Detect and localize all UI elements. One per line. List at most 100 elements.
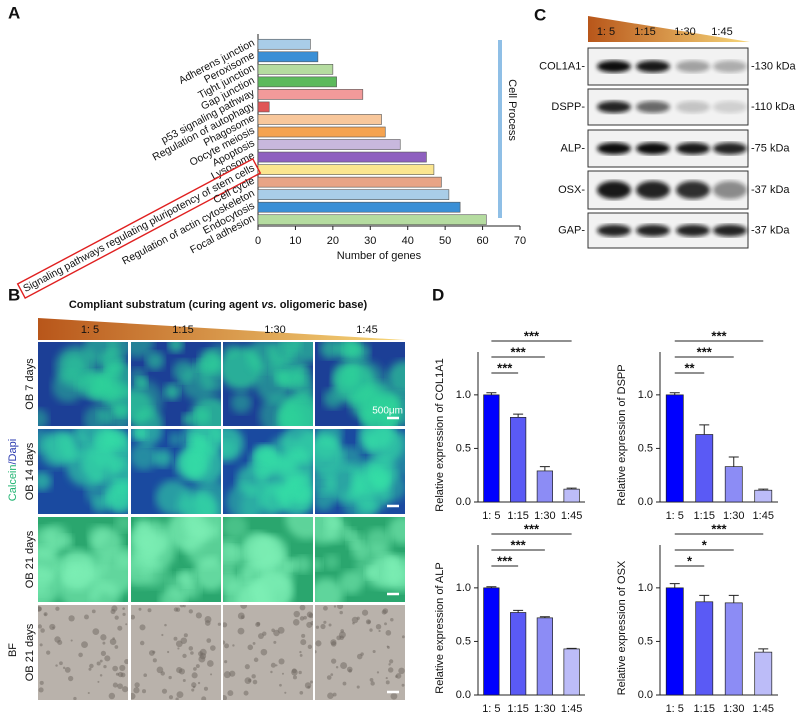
y-axis-label: Relative expression of ALP (434, 562, 446, 693)
blot-band (713, 181, 747, 199)
micrograph-blob (328, 623, 332, 627)
micrograph-blob (104, 655, 111, 662)
micrograph-blob (114, 517, 128, 533)
micrograph-blob (73, 696, 77, 700)
micrograph-blob (385, 676, 388, 680)
x-tick-label: 1: 5 (482, 510, 500, 522)
micrograph-blob (401, 635, 405, 639)
micrograph-blob (244, 677, 252, 685)
micrograph-blob (112, 637, 115, 640)
micrograph-blob (339, 631, 346, 639)
micrograph (315, 342, 405, 426)
micrograph-blob (330, 658, 337, 664)
bar (563, 488, 580, 503)
micrograph-blob (315, 640, 322, 647)
micrograph-blob (304, 682, 312, 689)
micrograph-blob (109, 638, 117, 645)
micrograph-blob (372, 649, 376, 654)
micrograph-blob (39, 643, 43, 647)
micrograph-blob (256, 621, 261, 626)
bar (257, 76, 337, 88)
bar (257, 126, 386, 138)
significance-label: *** (524, 521, 540, 536)
micrograph-blob (139, 624, 146, 631)
micrograph-blob (142, 689, 147, 694)
x-axis-label: Number of genes (337, 250, 422, 262)
bar (257, 51, 319, 63)
micrograph-blob (177, 647, 180, 650)
micrograph-blob (323, 605, 328, 611)
error-bar (539, 466, 550, 471)
y-tick-label: 0.5 (638, 635, 653, 647)
micrograph (223, 605, 313, 700)
micrograph-blob (83, 405, 113, 426)
bar (257, 214, 487, 226)
micrograph (131, 342, 221, 426)
micrograph-blob (223, 343, 238, 359)
row-label: OB 21 days (24, 623, 36, 681)
blot-band (636, 60, 670, 73)
micrograph (315, 429, 405, 514)
micrograph-blob (136, 429, 149, 440)
micrograph-blob (70, 639, 73, 642)
micrograph-blob (78, 652, 83, 658)
micrograph-blob (275, 370, 290, 386)
micrograph-blob (195, 612, 202, 619)
micrograph-blob (59, 534, 74, 549)
protein-label: OSX- (558, 184, 585, 196)
micrograph-blob (204, 616, 212, 623)
micrograph-blob (183, 605, 186, 608)
micrograph-blob (124, 659, 128, 665)
micrograph-blob (350, 541, 368, 559)
significance-label: *** (711, 328, 727, 343)
significance-label: *** (697, 344, 713, 359)
blot-band (636, 224, 670, 237)
micrograph-blob (179, 605, 184, 608)
micrograph-blob (81, 444, 119, 483)
y-tick-label: 0.5 (638, 442, 653, 454)
y-tick-label: 1.0 (456, 389, 471, 401)
column-label: 1:30 (264, 324, 285, 336)
micrograph-blob (255, 366, 292, 403)
micrograph-blob (191, 672, 198, 679)
column-label: 1: 5 (81, 324, 99, 336)
micrograph-blob (300, 639, 307, 646)
ratio-gradient (38, 318, 405, 340)
bar (257, 64, 334, 75)
bf-label: BF (7, 643, 19, 657)
size-label: -37 kDa (751, 184, 790, 196)
micrograph-blob (251, 674, 256, 679)
micrograph-blob (223, 539, 243, 570)
micrograph-blob (67, 563, 82, 578)
y-tick-label: 0.0 (638, 496, 653, 508)
micrograph-blob (175, 697, 179, 700)
header-text: oligomeric base) (277, 299, 368, 311)
bar (536, 470, 553, 503)
micrograph-blob (395, 675, 398, 678)
micrograph-blob (178, 668, 186, 675)
annotation: Cell Process (506, 79, 518, 141)
bar (754, 489, 773, 503)
micrograph-blob (67, 675, 74, 682)
micrograph-blob (191, 688, 195, 692)
micrograph-blob (64, 667, 71, 673)
y-tick-label: 0.0 (456, 496, 471, 508)
micrograph (38, 517, 128, 602)
micrograph-blob (112, 665, 119, 672)
micrograph-blob (223, 439, 236, 458)
bar (665, 587, 684, 696)
micrograph-blob (346, 666, 353, 673)
x-tick-label: 10 (289, 235, 301, 247)
micrograph-blob (401, 683, 405, 687)
micrograph-blob (223, 695, 227, 700)
protein-label: COL1A1- (539, 60, 585, 72)
bar (563, 648, 580, 696)
blot-band (636, 142, 670, 155)
micrograph-blob (230, 392, 252, 414)
micrograph-blob (147, 608, 152, 613)
micrograph-blob (57, 566, 102, 602)
micrograph-blob (96, 661, 101, 666)
micrograph-blob (92, 628, 100, 636)
micrograph-blob (210, 645, 216, 651)
micrograph-blob (114, 645, 119, 649)
